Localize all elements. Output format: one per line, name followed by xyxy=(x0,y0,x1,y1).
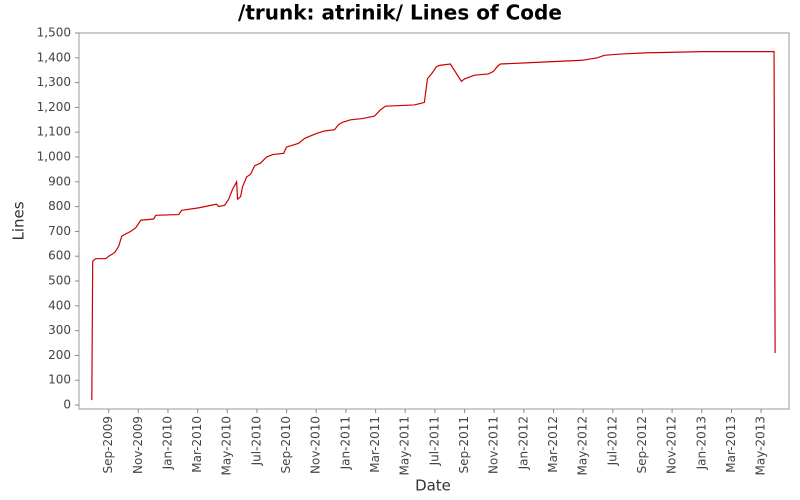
y-tick-label: 700 xyxy=(48,224,71,238)
x-tick-label: Nov-2011 xyxy=(487,416,501,474)
x-tick-label: Mar-2012 xyxy=(546,416,560,473)
data-line xyxy=(91,51,776,401)
x-tick-label: Nov-2010 xyxy=(309,416,323,474)
plot-area xyxy=(78,32,790,410)
x-tick-label: Sep-2012 xyxy=(635,416,649,474)
x-tick-label: Mar-2013 xyxy=(724,416,738,473)
x-tick-label: Sep-2010 xyxy=(279,416,293,474)
x-tick-label: Mar-2011 xyxy=(368,416,382,473)
x-axis-title: Date xyxy=(415,477,451,495)
x-tick-label: May-2011 xyxy=(398,416,412,475)
x-tick-label: Nov-2009 xyxy=(131,416,145,474)
x-tick-label: Jan-2011 xyxy=(338,416,352,470)
x-tick-label: Jan-2013 xyxy=(694,416,708,470)
y-tick-label: 600 xyxy=(48,249,71,263)
y-tick-label: 1,300 xyxy=(37,75,71,89)
y-tick-label: 1,000 xyxy=(37,150,71,164)
y-tick-label: 1,100 xyxy=(37,125,71,139)
x-tick-label: Jul-2011 xyxy=(427,416,441,466)
x-tick-label: Nov-2012 xyxy=(665,416,679,474)
y-tick-label: 1,400 xyxy=(37,50,71,64)
x-tick-label: May-2013 xyxy=(754,416,768,475)
y-tick-label: 900 xyxy=(48,174,71,188)
x-tick-label: Sep-2009 xyxy=(101,416,115,474)
y-tick-label: 500 xyxy=(48,274,71,288)
y-tick-label: 800 xyxy=(48,199,71,213)
x-tick-label: Jul-2010 xyxy=(249,416,263,466)
y-tick-label: 300 xyxy=(48,323,71,337)
y-tick-label: 200 xyxy=(48,348,71,362)
y-axis-title: Lines xyxy=(10,201,28,240)
x-tick-label: Jul-2012 xyxy=(605,416,619,466)
x-tick-label: Jan-2010 xyxy=(160,416,174,470)
y-tick-label: 1,200 xyxy=(37,100,71,114)
x-tick-label: May-2010 xyxy=(220,416,234,475)
y-tick-label: 1,500 xyxy=(37,26,71,40)
x-tick-label: Jan-2012 xyxy=(516,416,530,470)
y-tick-label: 400 xyxy=(48,298,71,312)
x-tick-label: May-2012 xyxy=(576,416,590,475)
x-tick-label: Mar-2010 xyxy=(190,416,204,473)
y-tick-label: 0 xyxy=(63,398,71,412)
x-tick-label: Sep-2011 xyxy=(457,416,471,474)
y-tick-label: 100 xyxy=(48,373,71,387)
chart-title: /trunk: atrinik/ Lines of Code xyxy=(238,1,562,25)
